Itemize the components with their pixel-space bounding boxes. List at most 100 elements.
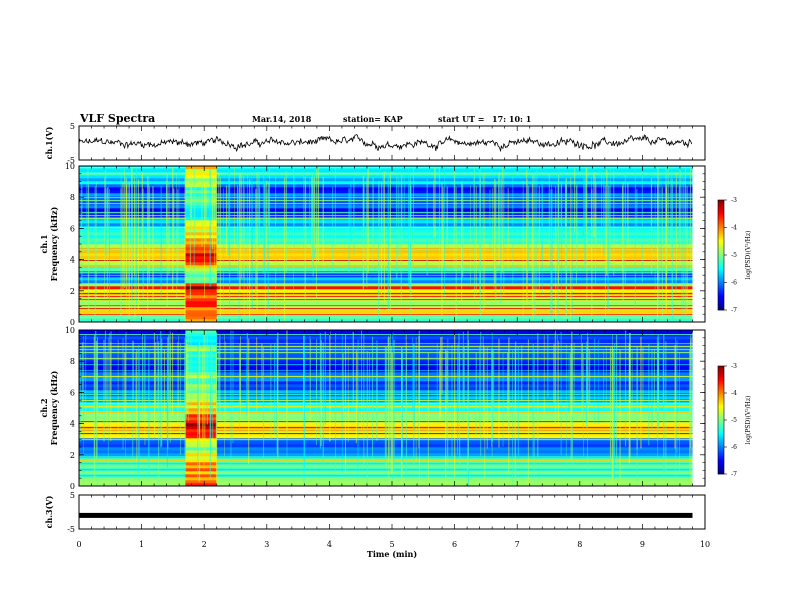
- spec2-sferic: [387, 338, 389, 425]
- spec1-sferic: [684, 172, 686, 319]
- spec2-y-tick-label: 10: [65, 326, 75, 335]
- spec1-freq-line: [79, 305, 693, 307]
- spec1-sferic: [676, 172, 677, 281]
- spec2-sferic: [197, 345, 199, 482]
- spec2-sferic: [570, 343, 572, 461]
- spec1-sferic: [248, 179, 251, 322]
- spec1-burst-cell: [185, 208, 217, 212]
- spec1-sferic: [236, 185, 239, 247]
- colorbar-cell: [718, 297, 724, 300]
- colorbar-cell: [718, 414, 724, 417]
- spec1-sferic: [383, 171, 386, 304]
- colorbar-cell: [718, 300, 724, 303]
- spec2-sferic: [106, 352, 108, 423]
- spec2-sferic: [532, 343, 534, 460]
- colorbar-cell: [718, 201, 724, 204]
- spec2-sferic: [186, 343, 188, 414]
- spec1-freq-band: [79, 184, 693, 188]
- spec2-sferic: [156, 335, 158, 409]
- spec2-sferic: [663, 334, 665, 476]
- colorbar-cell: [718, 209, 724, 212]
- x-tick-label: 2: [202, 540, 207, 549]
- spec2-sferic: [413, 344, 415, 430]
- spec1-sferic: [564, 183, 567, 271]
- colorbar-cell: [718, 375, 724, 378]
- spec1-sferic: [557, 183, 559, 318]
- colorbar-cell: [718, 461, 724, 464]
- spec2-freq-band: [79, 330, 693, 334]
- spec1-sferic: [636, 188, 638, 244]
- spec1-sferic: [366, 178, 368, 288]
- spec1-burst-cell: [185, 196, 217, 200]
- spec2-burst-cell: [185, 462, 217, 466]
- spec2-sferic: [674, 345, 676, 449]
- spec2-sferic: [572, 348, 574, 468]
- spec2-burst-cell: [185, 387, 217, 391]
- spec1-freq-line: [79, 317, 693, 319]
- spec2-sferic: [212, 340, 214, 439]
- spec2-sferic: [640, 336, 642, 449]
- spec1-sferic: [134, 176, 135, 276]
- spec2-sferic: [136, 349, 138, 462]
- colorbar-cell: [718, 222, 724, 225]
- spec1-burst-cell: [185, 283, 217, 287]
- spec1-sferic: [166, 173, 168, 307]
- spec2-sferic: [95, 330, 97, 426]
- spec2-sferic: [303, 347, 305, 486]
- spec2-sferic: [392, 332, 394, 479]
- spec1-freq-band: [79, 178, 693, 182]
- ch3-y-tick-label: -5: [67, 525, 75, 534]
- spec2-sferic: [202, 349, 204, 448]
- colorbar-cell: [718, 403, 724, 406]
- spec1-freq-line: [79, 260, 693, 262]
- spec2-sferic: [656, 337, 658, 441]
- spec1-sferic: [378, 180, 380, 322]
- colorbar-cell: [718, 244, 724, 247]
- spec1-sferic: [534, 175, 536, 322]
- colorbar-cell: [718, 271, 724, 274]
- spec2-freq-band: [79, 339, 693, 343]
- spec1-burst-cell: [185, 202, 217, 206]
- spec2-sferic: [163, 349, 166, 421]
- spec2-sferic: [161, 338, 163, 447]
- spec2-sferic: [527, 339, 529, 486]
- spec1-freq-band: [79, 181, 693, 185]
- colorbar-cell: [718, 291, 724, 294]
- spec1-sferic: [313, 177, 315, 250]
- spec1-burst-cell: [185, 244, 217, 248]
- spec2-sferic: [355, 349, 357, 444]
- spec1-sferic: [194, 168, 196, 247]
- spec1-sferic: [315, 168, 317, 299]
- spec2-sferic: [691, 349, 693, 434]
- colorbar-tick-label: -7: [731, 471, 737, 478]
- colorbar-cell: [718, 425, 724, 428]
- colorbar-cell: [718, 394, 724, 397]
- spec1-sferic: [275, 176, 277, 321]
- spec1-burst-cell: [185, 247, 217, 251]
- spec1-sferic: [136, 167, 137, 304]
- spec1-freq-band: [79, 232, 693, 236]
- spec2-sferic: [310, 339, 311, 420]
- spec2-burst-cell: [185, 483, 217, 486]
- start-time-value: 17: 10: 1: [492, 114, 531, 124]
- colorbar-cell: [718, 466, 724, 469]
- x-tick-label: 5: [389, 540, 394, 549]
- spec1-burst-cell: [185, 193, 217, 197]
- spec1-sferic: [441, 182, 443, 322]
- spec2-sferic: [217, 349, 220, 413]
- spec1-sferic: [455, 186, 457, 322]
- spec2-burst-cell: [185, 339, 217, 343]
- colorbar-cell: [718, 229, 724, 232]
- spec1-freq-line: [79, 197, 693, 199]
- spec2-sferic: [154, 351, 156, 438]
- x-tick-label: 9: [640, 540, 645, 549]
- spec1-sferic: [137, 179, 139, 311]
- colorbar-cell: [718, 454, 724, 457]
- spec1-sferic: [484, 171, 486, 309]
- spec2-sferic: [385, 349, 387, 434]
- spec1-sferic: [148, 175, 150, 287]
- spec2-sferic: [446, 350, 448, 439]
- spec1-freq-band: [79, 244, 693, 248]
- spec1-sferic: [106, 187, 108, 298]
- spec1-no-data: [692, 166, 705, 322]
